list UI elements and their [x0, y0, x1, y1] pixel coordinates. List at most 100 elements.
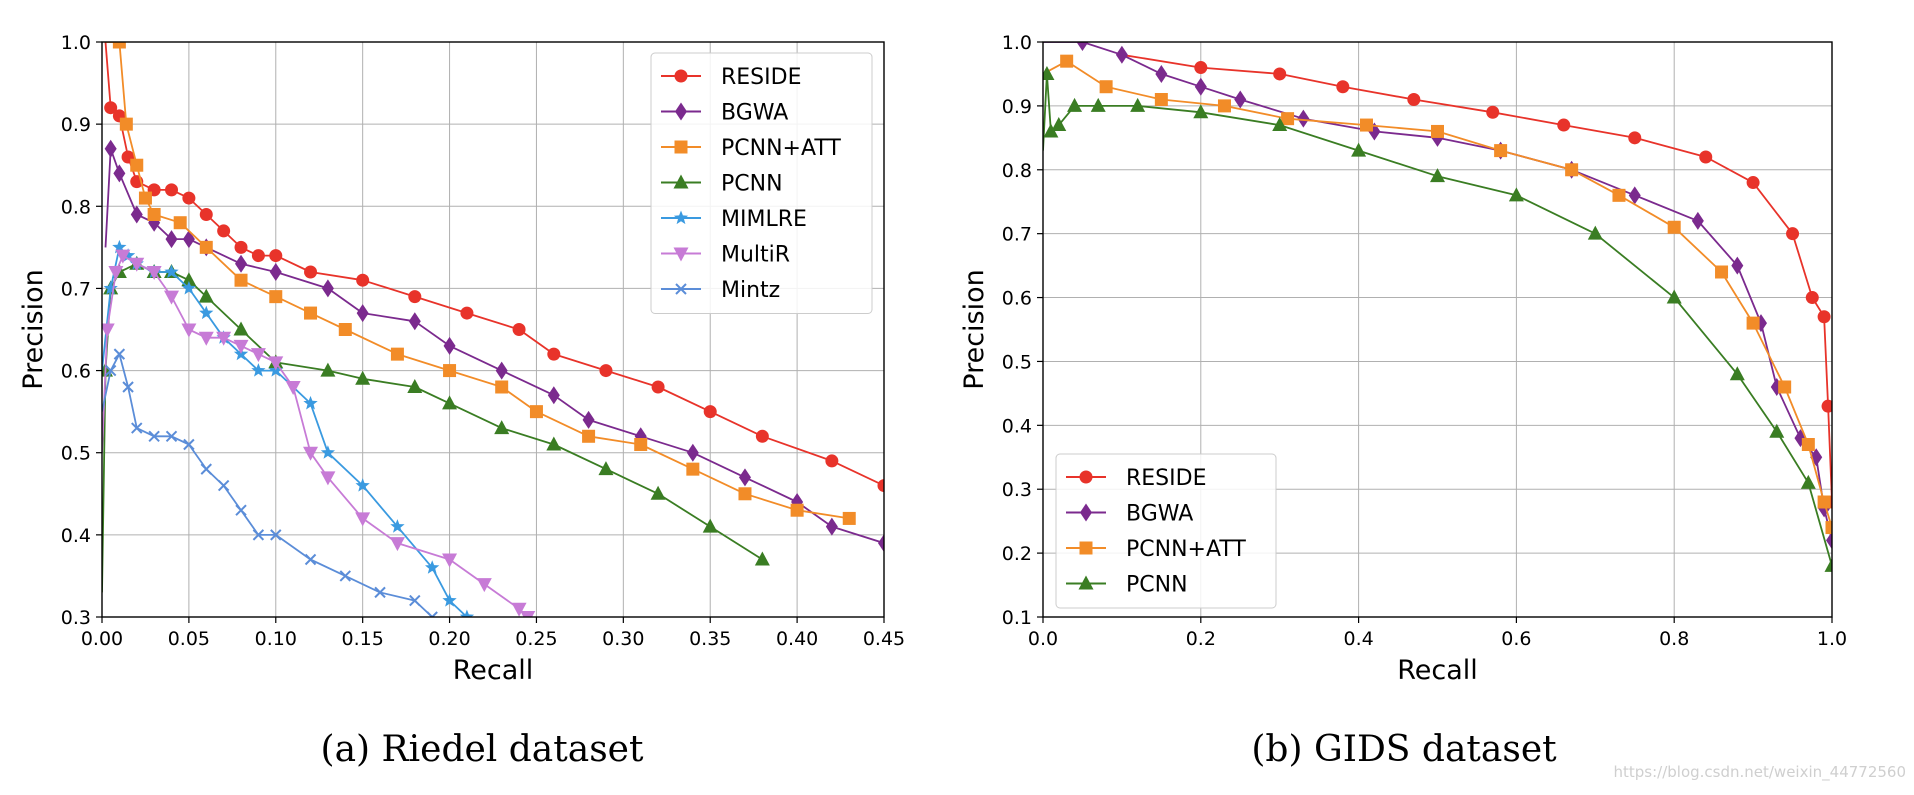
data-point-bgwa — [1826, 531, 1832, 550]
data-point-reside — [304, 265, 318, 279]
data-point-pcnn — [1067, 97, 1083, 112]
data-point-reside — [217, 224, 231, 238]
data-point-reside — [599, 364, 613, 378]
data-point-bgwa — [1628, 186, 1641, 205]
data-point-pcnn-att — [1825, 521, 1832, 535]
y-tick-label: 0.3 — [1002, 479, 1032, 501]
data-point-reside — [104, 101, 118, 115]
data-point-pcnn-att — [304, 306, 318, 320]
data-point-reside — [1557, 118, 1571, 132]
data-point-mintz — [426, 611, 438, 617]
data-point-mintz — [235, 504, 247, 516]
data-point-pcnn — [1351, 142, 1367, 157]
data-point-pcnn-att — [842, 511, 856, 525]
legend-box — [1055, 453, 1277, 609]
plot-frame — [101, 41, 885, 618]
data-point-multir — [115, 249, 131, 264]
data-point-bgwa — [235, 254, 248, 273]
data-point-mintz — [374, 586, 386, 599]
data-point-multir — [389, 537, 405, 552]
data-point-pcnn-att — [1217, 99, 1231, 113]
data-point-pcnn-att — [634, 438, 648, 451]
data-point-pcnn — [233, 321, 249, 336]
data-point-mintz — [217, 479, 230, 492]
data-point-pcnn — [494, 420, 510, 435]
data-point-reside — [1817, 310, 1831, 324]
data-point-pcnn — [1043, 123, 1059, 138]
data-point-mimlre — [120, 248, 136, 262]
data-point-reside — [408, 290, 422, 304]
legend-label-bgwa: BGWA — [1126, 502, 1193, 527]
legend-label-reside: RESIDE — [1126, 466, 1206, 491]
data-point-reside — [703, 405, 717, 419]
data-point-mimlre — [164, 264, 179, 279]
data-point-pcnn-att — [1565, 163, 1579, 177]
data-point-reside — [1336, 80, 1350, 94]
legend-label-pcnn-att: PCNN+ATT — [1126, 537, 1246, 562]
legend-marker-mimlre — [673, 210, 689, 225]
data-point-mintz — [339, 570, 351, 582]
data-point-mimlre — [181, 280, 196, 295]
data-point-pcnn-att — [443, 364, 457, 378]
x-tick-label: 0.8 — [1659, 628, 1689, 650]
legend-label-mintz: Mintz — [721, 278, 780, 303]
data-point-pcnn — [442, 395, 458, 410]
y-tick-label: 0.2 — [1002, 543, 1032, 565]
data-point-reside — [1194, 61, 1208, 75]
data-point-pcnn-att — [390, 347, 404, 361]
x-tick-label: 0.0 — [1028, 628, 1058, 650]
data-point-multir — [268, 356, 284, 371]
data-point-pcnn-att — [1817, 495, 1831, 509]
y-tick-label: 0.9 — [61, 114, 91, 136]
caption-riedel: (a) Riedel dataset — [321, 729, 644, 770]
data-point-multir — [233, 339, 249, 354]
data-point-bgwa — [321, 279, 334, 298]
data-point-bgwa — [356, 304, 369, 323]
data-point-bgwa — [1731, 256, 1744, 275]
data-point-pcnn-att — [1281, 112, 1295, 126]
data-point-pcnn-att — [495, 380, 509, 394]
data-point-reside — [512, 323, 526, 336]
data-point-pcnn-att — [119, 117, 133, 131]
data-point-pcnn — [1090, 97, 1106, 112]
data-point-bgwa — [182, 230, 195, 249]
data-point-mimlre — [425, 560, 440, 574]
x-tick-label: 0.4 — [1343, 628, 1373, 650]
data-point-reside — [460, 306, 474, 320]
data-point-reside — [651, 380, 665, 394]
data-point-mimlre — [390, 519, 405, 533]
data-point-mimlre — [303, 395, 318, 410]
data-point-pcnn — [1272, 117, 1288, 132]
data-point-mimlre — [320, 445, 335, 459]
data-point-reside — [1786, 227, 1800, 241]
data-point-pcnn — [198, 288, 214, 303]
y-tick-label: 0.1 — [1002, 607, 1032, 629]
x-tick-label: 0.05 — [168, 628, 210, 650]
legend-label-mimlre: MIMLRE — [721, 207, 807, 232]
data-point-pcnn-att — [582, 429, 596, 443]
legend-item-pcnn: PCNN — [1066, 573, 1188, 598]
data-point-pcnn — [702, 518, 718, 533]
x-tick-label: 0.20 — [428, 628, 470, 650]
legend-label-reside: RESIDE — [721, 65, 801, 90]
data-point-pcnn — [355, 370, 371, 385]
data-point-multir — [164, 290, 180, 305]
data-point-bgwa — [104, 139, 117, 158]
data-point-bgwa — [582, 410, 595, 429]
data-point-pcnn-att — [1667, 220, 1681, 234]
data-point-pcnn — [1051, 117, 1067, 132]
y-tick-label: 0.4 — [1002, 415, 1032, 437]
legend-marker-bgwa — [675, 102, 687, 121]
data-point-mimlre — [251, 363, 266, 377]
data-point-mimlre — [199, 305, 214, 320]
data-point-pcnn — [181, 272, 197, 287]
data-point-pcnn-att — [1494, 144, 1508, 158]
data-point-pcnn-att — [1060, 54, 1074, 68]
y-tick-label: 0.9 — [1002, 96, 1032, 118]
data-point-pcnn — [754, 551, 770, 566]
data-point-mimlre — [442, 593, 457, 607]
data-point-pcnn — [407, 379, 423, 393]
data-point-bgwa — [1194, 77, 1207, 96]
legend-label-pcnn: PCNN — [1126, 573, 1188, 598]
data-point-pcnn-att — [130, 158, 144, 172]
